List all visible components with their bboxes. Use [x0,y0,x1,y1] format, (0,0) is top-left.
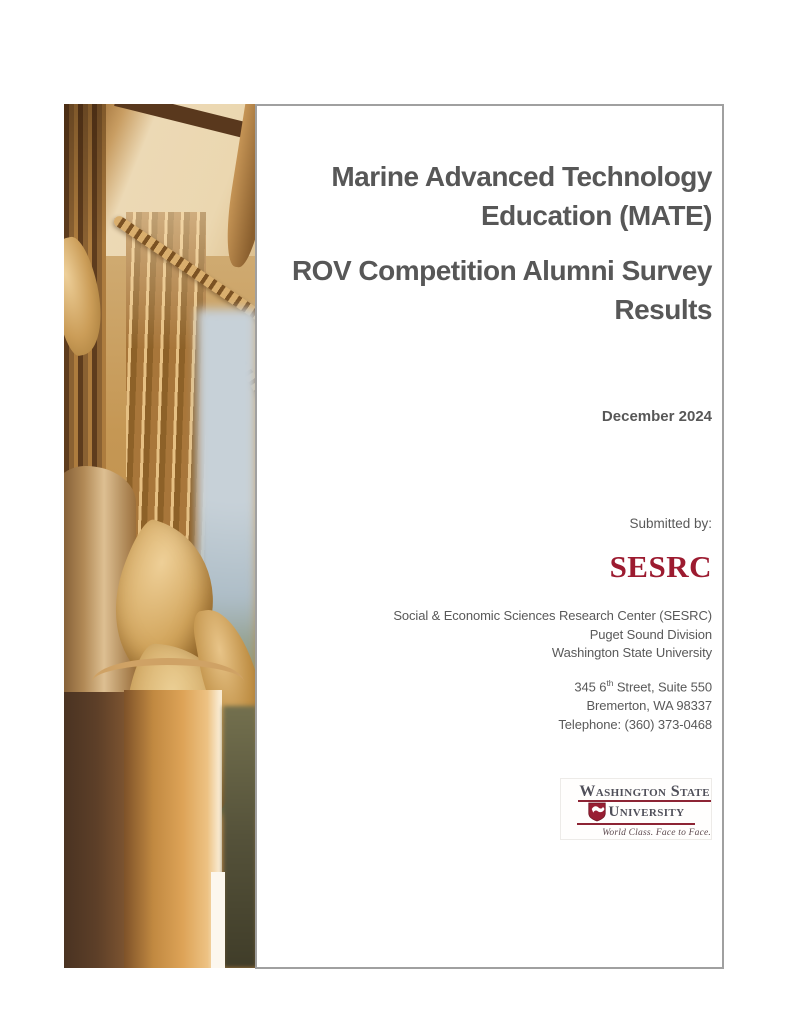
subtitle-line-2: Results [614,294,712,325]
ordinal-superscript: th [606,678,614,688]
photo-sky-gap [211,872,225,968]
title-line-2: Education (MATE) [480,200,713,231]
org-address-block: 345 6th Street, Suite 550 Bremerton, WA … [558,674,712,734]
wsu-wordmark-line1: Washington State [578,783,711,802]
report-date: December 2024 [601,408,712,425]
org-name-line-2: Puget Sound Division [589,626,712,642]
wsu-cougar-shield-icon [587,802,606,822]
org-name-block: Social & Economic Sciences Research Cent… [393,607,712,663]
wsu-wordmark-line1-wrap: Washington State [561,783,711,802]
report-subtitle: ROV Competition Alumni Survey Results [291,251,713,329]
wsu-wordmark-line2-row: University [577,802,695,825]
address-line-2: Bremerton, WA 98337 [586,698,712,714]
photo-shaft-shadow-side [64,692,124,968]
org-acronym: SESRC [609,549,712,584]
photo-dark-tree-strip [223,706,257,968]
wsu-tagline: World Class. Face to Face. [602,828,711,838]
org-name-line-1: Social & Economic Sciences Research Cent… [393,608,712,623]
wsu-logo: Washington State University World Class.… [560,778,712,840]
address-street-number: 345 6 [574,679,607,695]
wsu-wordmark-line2: University [608,804,685,820]
address-street-rest: Street, Suite 550 [613,679,712,695]
address-line-3: Telephone: (360) 373-0468 [558,717,712,733]
submitted-by-label: Submitted by: [629,516,712,531]
photo-shaft-lit-side [124,690,222,968]
subtitle-line-1: ROV Competition Alumni Survey [291,255,713,286]
photo-shaft-neck-ring [92,658,244,706]
cover-content-panel: Marine Advanced Technology Education (MA… [255,104,724,969]
report-title: Marine Advanced Technology Education (MA… [331,157,712,235]
address-line-1: 345 6th Street, Suite 550 [558,674,712,696]
cover-photo-column [64,104,257,968]
org-name-line-3: Washington State University [551,645,712,660]
title-line-1: Marine Advanced Technology [331,161,712,192]
